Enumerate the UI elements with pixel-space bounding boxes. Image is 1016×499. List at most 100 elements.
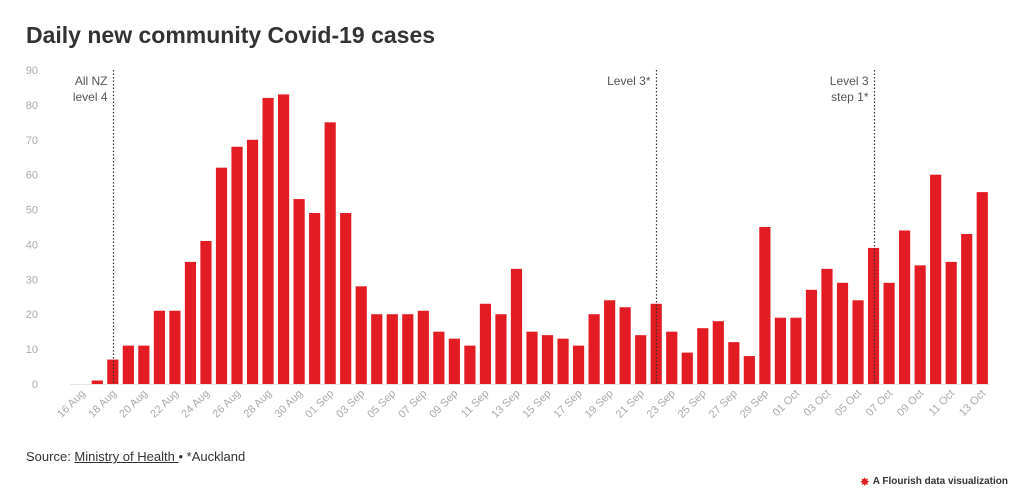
x-tick-label: 01 Oct xyxy=(771,388,802,419)
bar xyxy=(278,94,290,384)
x-tick-label: 07 Sep xyxy=(396,388,429,421)
bar xyxy=(184,261,197,384)
bar xyxy=(386,314,398,384)
bar xyxy=(153,310,165,384)
y-tick-label: 50 xyxy=(26,205,38,217)
bar xyxy=(588,314,600,384)
x-tick-label: 17 Sep xyxy=(552,388,585,421)
bar xyxy=(572,345,585,384)
bar xyxy=(666,331,678,384)
y-tick-label: 80 xyxy=(26,100,38,112)
bar xyxy=(712,321,724,384)
bar xyxy=(852,300,864,384)
bar xyxy=(930,174,942,384)
x-tick-label: 21 Sep xyxy=(614,388,647,421)
bar xyxy=(200,240,212,384)
flourish-logo-icon: ✸ xyxy=(859,474,870,489)
bar xyxy=(557,338,569,384)
bar xyxy=(402,314,414,384)
bar xyxy=(976,192,988,384)
bar xyxy=(619,307,631,384)
bar xyxy=(169,310,181,384)
bar xyxy=(774,317,786,384)
source-footer: Source: Ministry of Health • *Auckland xyxy=(26,449,245,464)
bar xyxy=(635,335,647,384)
bar xyxy=(697,328,709,384)
bar xyxy=(681,352,693,384)
bar xyxy=(805,289,818,384)
x-tick-label: 03 Sep xyxy=(334,388,367,421)
bar xyxy=(743,356,755,384)
source-link[interactable]: Ministry of Health xyxy=(74,449,179,464)
y-tick-label: 90 xyxy=(26,65,38,77)
bar xyxy=(215,167,228,384)
x-tick-label: 29 Sep xyxy=(738,388,771,421)
chart-title: Daily new community Covid-19 cases xyxy=(26,22,436,48)
y-tick-label: 60 xyxy=(26,170,38,182)
bar xyxy=(961,233,973,384)
annotation-label: Level 3 xyxy=(830,74,869,88)
x-tick-label: 27 Sep xyxy=(707,388,740,421)
x-tick-label: 25 Sep xyxy=(676,388,709,421)
bar xyxy=(899,230,911,384)
bar xyxy=(479,303,492,384)
x-tick-label: 15 Sep xyxy=(521,388,554,421)
x-tick-label: 19 Sep xyxy=(583,388,616,421)
x-tick-label: 11 Oct xyxy=(926,388,957,419)
bar xyxy=(448,338,460,384)
x-tick-label: 26 Aug xyxy=(210,388,243,421)
flourish-branding-label: A Flourish data visualization xyxy=(872,476,1008,487)
x-tick-label: 09 Oct xyxy=(895,388,926,419)
x-tick-label: 13 Oct xyxy=(957,388,988,419)
bar xyxy=(541,335,554,384)
bar xyxy=(340,213,352,384)
bar xyxy=(821,268,833,384)
y-tick-label: 20 xyxy=(26,309,38,321)
bar xyxy=(945,261,957,384)
x-tick-label: 07 Oct xyxy=(864,388,895,419)
bar xyxy=(728,342,740,384)
bar xyxy=(914,265,926,384)
bar xyxy=(371,314,383,384)
y-tick-label: 30 xyxy=(26,274,38,286)
bar xyxy=(526,331,538,384)
x-tick-label: 30 Aug xyxy=(273,388,306,421)
bar xyxy=(324,122,336,384)
bar xyxy=(309,213,321,384)
source-suffix: • *Auckland xyxy=(178,449,246,464)
annotation-label: step 1* xyxy=(831,90,869,104)
x-tick-label: 11 Sep xyxy=(459,388,492,421)
x-tick-label: 03 Oct xyxy=(802,388,833,419)
x-tick-label: 18 Aug xyxy=(86,388,119,421)
annotation-label: All NZ xyxy=(75,74,108,88)
bar xyxy=(107,359,119,384)
bar xyxy=(836,282,849,384)
bar xyxy=(883,282,895,384)
source-prefix: Source: xyxy=(26,449,75,464)
y-tick-label: 10 xyxy=(26,344,38,356)
bar xyxy=(464,345,476,384)
x-tick-label: 16 Aug xyxy=(55,388,88,421)
x-tick-label: 05 Sep xyxy=(365,388,398,421)
x-tick-label: 13 Sep xyxy=(489,388,522,421)
bar xyxy=(246,139,259,384)
bar xyxy=(867,247,880,384)
x-tick-label: 22 Aug xyxy=(148,388,181,421)
y-tick-label: 70 xyxy=(26,135,38,147)
bar xyxy=(790,317,802,384)
x-tick-label: 01 Sep xyxy=(303,388,336,421)
bar xyxy=(417,310,429,384)
x-tick-label: 24 Aug xyxy=(179,388,212,421)
x-tick-label: 23 Sep xyxy=(645,388,678,421)
bar xyxy=(604,300,616,384)
bar xyxy=(355,286,367,384)
flourish-branding[interactable]: ✸ A Flourish data visualization xyxy=(859,474,1008,489)
x-tick-label: 20 Aug xyxy=(117,388,150,421)
annotation-label: Level 3* xyxy=(607,74,651,88)
bar xyxy=(138,345,150,384)
x-tick-label: 09 Sep xyxy=(427,388,460,421)
x-tick-label: 05 Oct xyxy=(833,388,864,419)
bar xyxy=(91,380,103,384)
bar xyxy=(495,314,507,384)
